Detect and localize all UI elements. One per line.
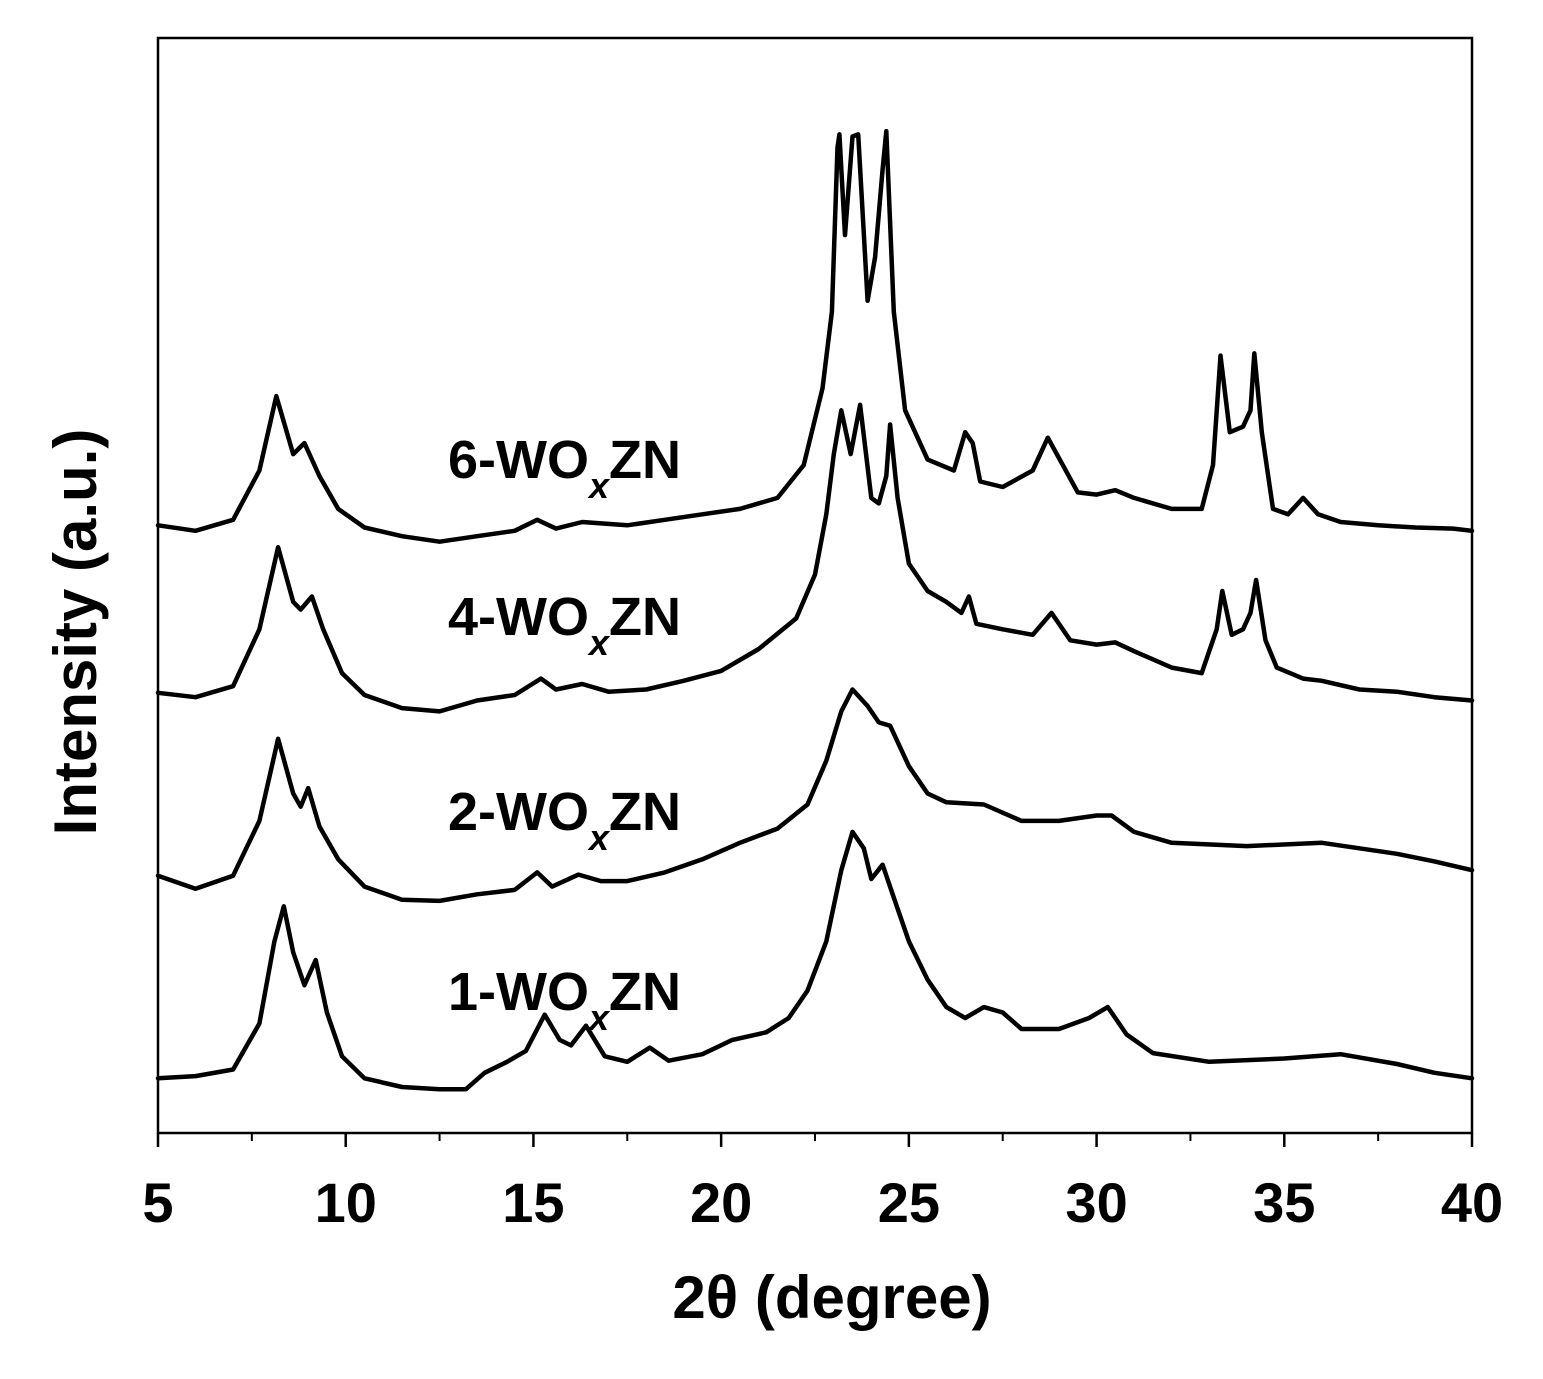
series-line-3 <box>155 402 1475 714</box>
x-tick-label: 35 <box>1253 1171 1315 1234</box>
x-tick-label: 30 <box>1065 1171 1127 1234</box>
series-label-suffix: ZN <box>609 587 681 647</box>
series-label: 2-WOxZN <box>448 782 681 858</box>
series-label-main: 1-WO <box>448 962 589 1022</box>
series-label: 6-WOxZN <box>448 430 681 506</box>
x-tick-label: 20 <box>690 1171 752 1234</box>
series-label-main: 6-WO <box>448 430 589 490</box>
series-line-2 <box>155 687 1475 904</box>
x-tick-label: 15 <box>502 1171 564 1234</box>
series-label-suffix: ZN <box>609 782 681 842</box>
series-line-1 <box>155 829 1475 1092</box>
series-label-subscript: x <box>587 622 611 663</box>
x-tick-label: 10 <box>315 1171 377 1234</box>
series-line-4 <box>155 128 1475 544</box>
series-label: 1-WOxZN <box>448 962 681 1038</box>
series-layer <box>155 128 1475 1092</box>
x-axis-title: 2θ (degree) <box>672 1264 991 1331</box>
x-tick-label: 40 <box>1441 1171 1503 1234</box>
series-label: 4-WOxZN <box>448 587 681 663</box>
x-tick-label: 25 <box>878 1171 940 1234</box>
x-tick-label: 5 <box>142 1171 173 1234</box>
series-label-subscript: x <box>587 465 611 506</box>
series-label-subscript: x <box>587 817 611 858</box>
series-label-subscript: x <box>587 997 611 1038</box>
series-label-main: 4-WO <box>448 587 589 647</box>
series-label-main: 2-WO <box>448 782 589 842</box>
series-label-suffix: ZN <box>609 962 681 1022</box>
series-label-suffix: ZN <box>609 430 681 490</box>
y-axis-title: Intensity (a.u.) <box>42 429 109 836</box>
x-axis-ticks: 5 10 15 20 25 30 35 40 <box>142 1133 1503 1234</box>
